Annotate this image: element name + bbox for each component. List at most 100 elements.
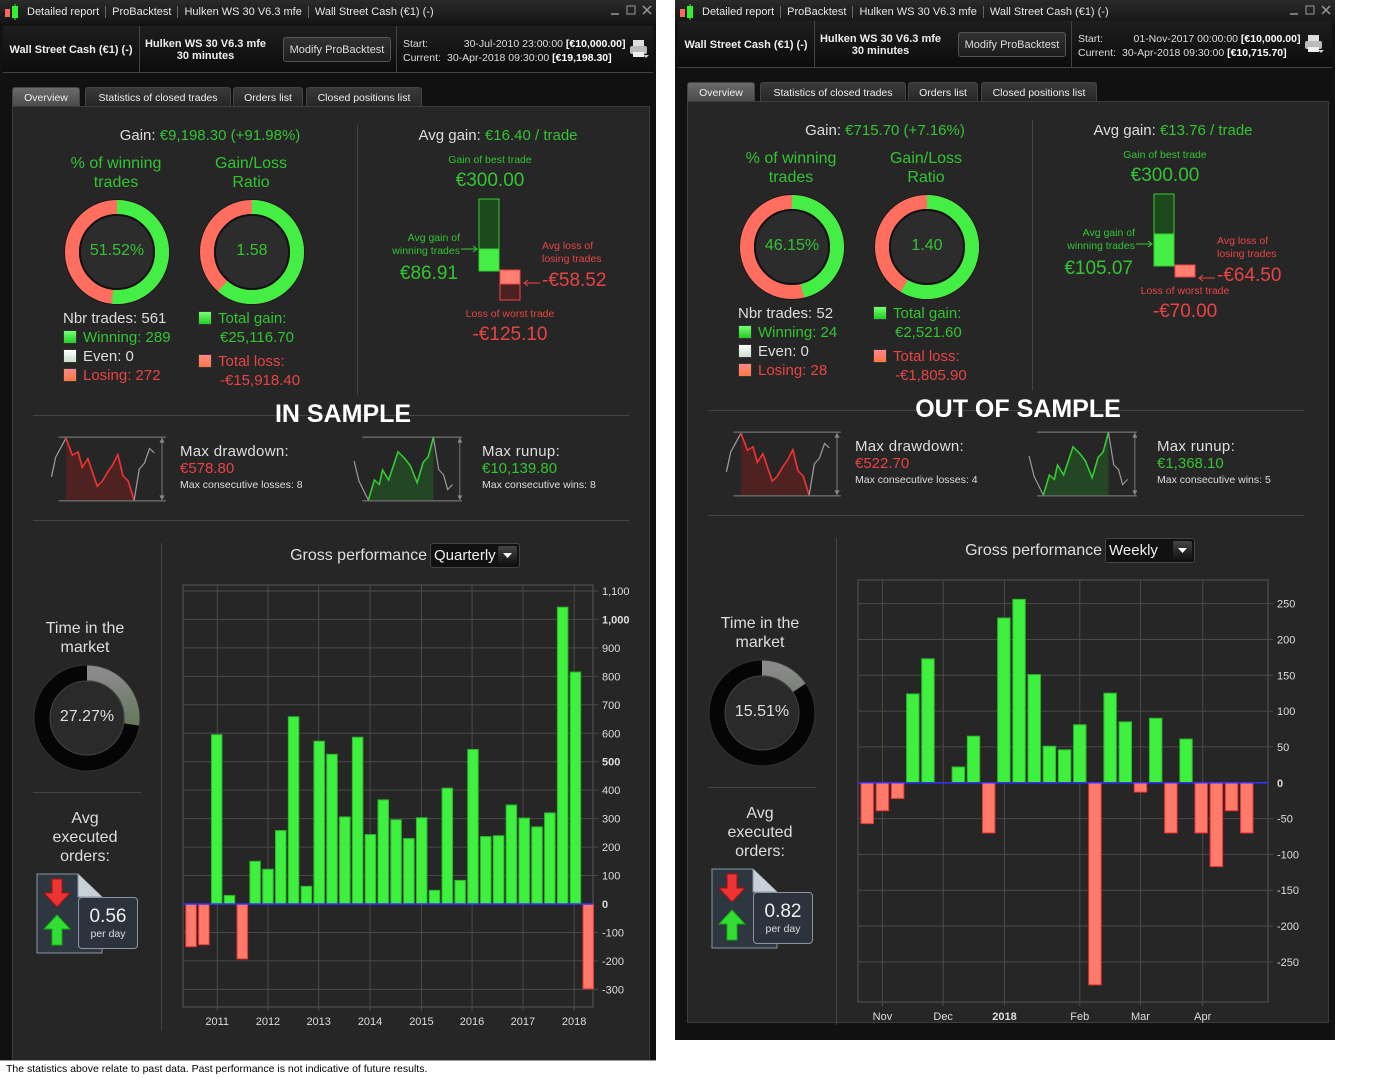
printer-icon[interactable] bbox=[628, 38, 650, 60]
period-dropdown-value: Weekly bbox=[1109, 542, 1158, 559]
max-runup-value: €1,368.10 bbox=[1157, 455, 1224, 472]
gain-bar bbox=[997, 617, 1011, 784]
total-gain-label: Total gain: bbox=[218, 310, 287, 327]
arrow-left-icon bbox=[523, 279, 540, 287]
gross-performance-chart: 250 200 150 100 50 0 -50 -100 -150 -200 -250 Nov Dec… bbox=[857, 579, 1299, 1023]
winning-trades-title: % of winning trades bbox=[70, 155, 162, 191]
strategy-timeframe: 30 minutes bbox=[851, 44, 910, 57]
y-tick-label: -250 bbox=[1277, 957, 1299, 969]
x-tick-label: Mar bbox=[1131, 1011, 1150, 1023]
max-drawdown-label: Max drawdown: bbox=[180, 443, 289, 460]
avg-win-label: Avg gain of winning trades bbox=[392, 232, 460, 257]
max-drawdown-value: €578.80 bbox=[180, 460, 235, 477]
winning-count: Winning: 289 bbox=[83, 329, 171, 346]
tab-overview[interactable]: Overview bbox=[12, 87, 80, 107]
tab-orders-list[interactable]: Orders list bbox=[233, 87, 303, 107]
drawdown-sparkline-icon bbox=[50, 436, 166, 502]
avg-gain-summary: Avg gain: €16.40 / trade bbox=[370, 127, 626, 144]
minimize-icon[interactable] bbox=[1289, 4, 1299, 16]
maximize-icon[interactable] bbox=[1305, 4, 1315, 16]
y-tick-label: -50 bbox=[1277, 814, 1293, 826]
close-icon[interactable] bbox=[642, 4, 652, 16]
x-tick-label: 2014 bbox=[358, 1016, 382, 1028]
gain-loss-ratio-title: Gain/Loss Ratio bbox=[889, 150, 963, 186]
time-in-market-gauge bbox=[33, 664, 141, 772]
y-tick-label: 900 bbox=[602, 643, 620, 655]
avg-win-label: Avg gain of winning trades bbox=[1067, 227, 1135, 252]
gain-bar bbox=[505, 804, 518, 905]
y-tick-label: 50 bbox=[1277, 742, 1289, 754]
arrow-right-icon bbox=[461, 245, 478, 253]
total-gain-swatch bbox=[873, 306, 887, 320]
close-icon[interactable] bbox=[1321, 4, 1331, 16]
gain-bar bbox=[339, 816, 351, 905]
orders-per-day-box: 0.56 per day bbox=[78, 897, 138, 949]
instrument-name: Wall Street Cash (€1) (-) bbox=[3, 26, 140, 73]
x-tick-label: 2016 bbox=[460, 1016, 484, 1028]
loss-bar bbox=[582, 903, 595, 990]
tab-overview[interactable]: Overview bbox=[687, 82, 755, 102]
gross-performance-chart: 1,100 1,000 900 800 700 600 500 400 300 200 100 0 -1… bbox=[182, 584, 630, 1028]
title-segment: ProBacktest bbox=[106, 6, 179, 18]
avg-loss-value: -€64.50 bbox=[1217, 265, 1282, 286]
trades-legend: Nbr trades: 561 Winning: 289 Even: 0 Los… bbox=[63, 309, 171, 385]
modify-probacktest-button[interactable]: Modify ProBacktest bbox=[283, 37, 391, 62]
maximize-icon[interactable] bbox=[626, 4, 636, 16]
tab-closed-positions-list[interactable]: Closed positions list bbox=[981, 82, 1097, 102]
modify-probacktest-button[interactable]: Modify ProBacktest bbox=[958, 32, 1066, 57]
gain-bar bbox=[966, 735, 981, 784]
tab-orders-list[interactable]: Orders list bbox=[908, 82, 978, 102]
gain-bar bbox=[492, 835, 505, 905]
tab-statistics-of-closed-trades[interactable]: Statistics of closed trades bbox=[85, 87, 231, 107]
backtest-dates: Start: 30-Jul-2010 23:00:00 [€10,000.00] … bbox=[403, 37, 625, 65]
title-bar[interactable]: Detailed report ProBacktest Hulken WS 30 V… bbox=[0, 0, 656, 24]
tab-closed-positions-list[interactable]: Closed positions list bbox=[306, 87, 422, 107]
runup-sparkline-icon bbox=[353, 436, 463, 502]
x-tick-label: 2017 bbox=[511, 1016, 535, 1028]
gain-bar bbox=[531, 826, 543, 905]
losing-swatch bbox=[738, 363, 752, 377]
title-segment: ProBacktest bbox=[781, 6, 854, 18]
gain-bar bbox=[951, 766, 966, 784]
tab-statistics-of-closed-trades[interactable]: Statistics of closed trades bbox=[760, 82, 906, 102]
x-tick-label: 2012 bbox=[256, 1016, 280, 1028]
worst-trade-label: Loss of worst trade bbox=[1140, 285, 1230, 297]
strategy-timeframe: 30 minutes bbox=[176, 49, 235, 62]
sample-title: IN SAMPLE bbox=[274, 400, 412, 428]
chevron-down-icon[interactable] bbox=[1173, 541, 1192, 560]
avg-gain-label: Avg gain: bbox=[418, 127, 481, 144]
orders-per-day-value: 0.82 bbox=[764, 901, 802, 922]
period-dropdown[interactable]: Quarterly bbox=[430, 543, 520, 568]
gain-bar bbox=[326, 753, 338, 905]
current-capital: [€19,198.30] bbox=[552, 52, 612, 64]
gain-bar bbox=[275, 830, 287, 905]
current-label: Current: bbox=[1078, 47, 1116, 59]
max-consecutive-losses: Max consecutive losses: 8 bbox=[180, 479, 303, 491]
gain-bar bbox=[287, 716, 300, 905]
trade-range-bar bbox=[1153, 193, 1196, 278]
nbr-trades: Nbr trades: 52 bbox=[738, 305, 834, 322]
title-bar[interactable]: Detailed report ProBacktest Hulken WS 30 V… bbox=[675, 0, 1335, 24]
gain-bar bbox=[569, 671, 582, 905]
even-count: Even: 0 bbox=[758, 343, 809, 360]
loss-bar bbox=[1194, 782, 1208, 834]
gain-bar bbox=[377, 799, 390, 905]
gain-bar bbox=[467, 748, 479, 905]
period-dropdown[interactable]: Weekly bbox=[1105, 538, 1195, 563]
gain-bar bbox=[223, 894, 236, 905]
x-tick-label: 2015 bbox=[409, 1016, 433, 1028]
best-trade-value: €300.00 bbox=[1130, 165, 1200, 186]
max-runup-label: Max runup: bbox=[482, 443, 561, 460]
gross-performance-label: Gross performance bbox=[965, 542, 1102, 559]
gain-bar bbox=[1148, 717, 1163, 784]
orders-per-day-unit: per day bbox=[90, 928, 126, 940]
gain-bar bbox=[906, 693, 920, 784]
winning-trades-title: % of winning trades bbox=[745, 150, 837, 186]
current-label: Current: bbox=[403, 52, 441, 64]
chevron-down-icon[interactable] bbox=[498, 546, 517, 565]
loss-bar bbox=[890, 782, 905, 800]
minimize-icon[interactable] bbox=[610, 4, 620, 16]
backtest-dates: Start: 01-Nov-2017 00:00:00 [€10,000.00] … bbox=[1078, 32, 1300, 60]
printer-icon[interactable] bbox=[1303, 33, 1325, 55]
disclaimer-footer: The statistics above relate to past data… bbox=[0, 1060, 656, 1078]
